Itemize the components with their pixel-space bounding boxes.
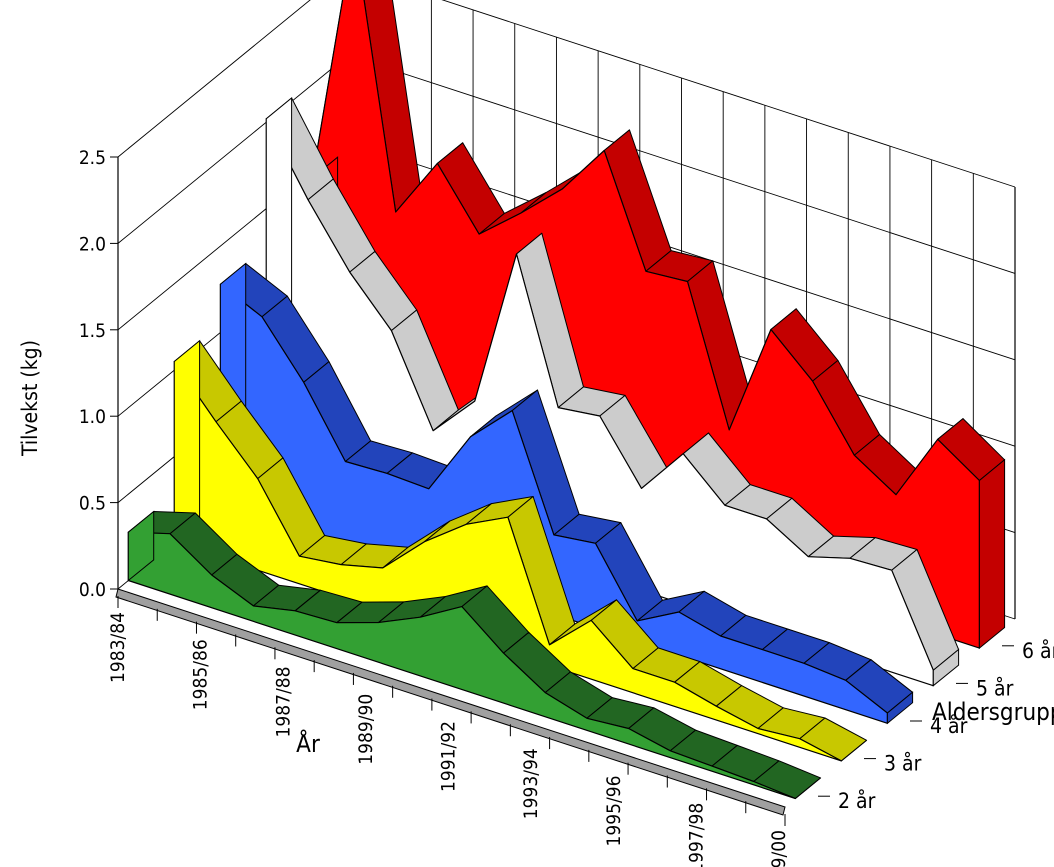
x-tick-label: 1993/94 xyxy=(520,748,542,819)
y-tick-label: 2.0 xyxy=(79,233,106,255)
depth-tick-label: 3 år xyxy=(884,751,922,776)
x-tick-label: 1987/88 xyxy=(272,667,294,738)
series-end-cap xyxy=(841,739,867,762)
y-tick-label: 1.5 xyxy=(79,320,106,342)
series-end-cap xyxy=(978,458,1006,650)
y-tick-label: 0.5 xyxy=(79,493,106,515)
x-tick-label: 1991/92 xyxy=(438,721,460,792)
x-tick-label: 1997/98 xyxy=(685,803,707,867)
depth-tick-label: 6 år xyxy=(1022,638,1054,663)
series-front-face xyxy=(265,118,934,687)
series-end-cap xyxy=(932,648,960,687)
x-tick-label: 1995/96 xyxy=(603,776,625,847)
y-axis-title: Tilvekst (kg) xyxy=(18,340,42,457)
series-layer xyxy=(127,0,1006,800)
y-tick-label: 1.0 xyxy=(79,406,106,428)
series-end-cap xyxy=(886,691,914,725)
depth-tick-label: 2 år xyxy=(838,788,876,813)
series-front-face xyxy=(127,531,797,800)
depth-tick-label: 5 år xyxy=(976,675,1014,700)
labels-layer: 6 år 5 år 4 år 3 år 2 år 0.0 0.5 1.0 1.5 2.0 2.5 19… xyxy=(79,147,1054,867)
series-start-cap xyxy=(127,510,155,582)
series-2-ar xyxy=(127,510,822,800)
series-5-ar xyxy=(265,96,960,687)
value-gridline xyxy=(117,0,1016,188)
y-tick-label: 2.5 xyxy=(79,147,106,169)
series-end-cap xyxy=(795,777,821,799)
series-front-face xyxy=(219,283,889,724)
depth-axis-title: Aldersgruppe xyxy=(932,698,1054,726)
series-3-ar xyxy=(173,339,868,762)
x-axis-title: År xyxy=(296,729,320,758)
depth-tick-label: 4 år xyxy=(930,713,968,738)
series-front-face xyxy=(311,0,981,649)
floor-base xyxy=(115,588,786,816)
x-tick-label: 1999/00 xyxy=(768,830,790,867)
series-6-ar xyxy=(311,0,1006,650)
y-tick-label: 0.0 xyxy=(79,579,106,601)
x-tick-label: 1983/84 xyxy=(107,612,129,683)
series-front-face xyxy=(173,360,843,762)
x-tick-label: 1985/86 xyxy=(190,639,212,710)
x-tick-label: 1989/90 xyxy=(355,694,377,765)
